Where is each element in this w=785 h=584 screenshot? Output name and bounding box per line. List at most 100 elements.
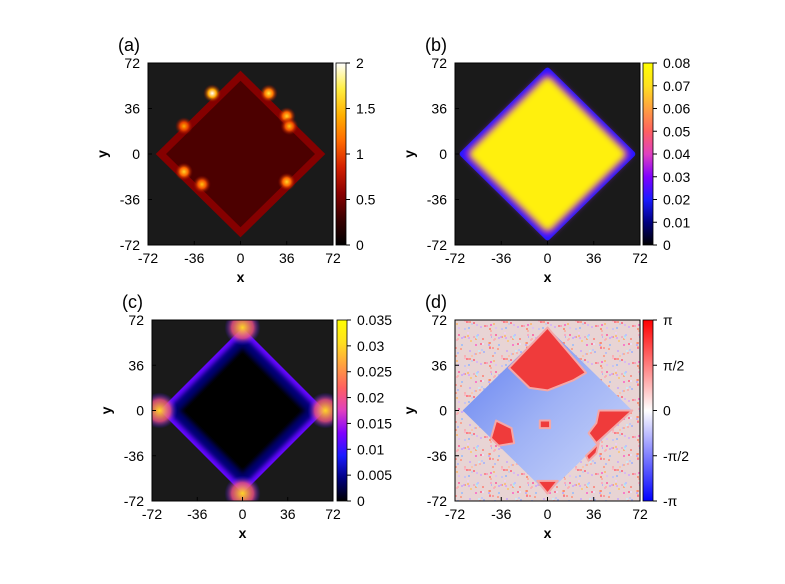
x-tick-label: -36 xyxy=(491,250,511,266)
x-tick-label: -36 xyxy=(491,506,511,522)
colorbar-tick-label: 0 xyxy=(357,493,365,509)
phase-region xyxy=(489,419,516,447)
colorbar-tick-label: 0.015 xyxy=(357,415,392,431)
diamond-interior xyxy=(469,76,626,232)
hotspot xyxy=(203,84,222,103)
panel-c: -72-72 -36 -36 0 0 36 36 72 72 x y (c) 0 0.005 0.01 0.0… xyxy=(98,292,392,541)
hotspot xyxy=(174,162,193,181)
colorbar-tick-label: -π xyxy=(663,493,678,509)
plot-area xyxy=(152,320,333,501)
y-tick-label: 36 xyxy=(128,357,144,373)
y-axis-title: y xyxy=(401,406,417,414)
x-tick-label: -36 xyxy=(187,506,207,522)
colorbar-tick-label: -π/2 xyxy=(663,448,689,464)
corner-glow xyxy=(224,475,261,501)
panel-b: -72-72 -36 -36 0 0 36 36 72 72 x y (b) 0 0.01 0.02 0.03… xyxy=(401,35,690,285)
colorbar xyxy=(642,62,654,246)
colorbar-tick-label: π/2 xyxy=(663,357,685,373)
y-axis-title: y xyxy=(401,150,417,158)
phase-region xyxy=(507,326,588,392)
hotspot xyxy=(174,117,193,136)
x-tick-label: 72 xyxy=(632,250,648,266)
x-tick-label: 0 xyxy=(237,250,245,266)
y-tick-label: -72 xyxy=(124,493,144,509)
y-tick-label: 0 xyxy=(136,403,144,419)
x-axis-title: x xyxy=(544,525,552,541)
colorbar-tick-label: 0.01 xyxy=(357,441,384,457)
y-tick-label: 72 xyxy=(128,312,144,328)
panel-a: -72-72 -36 -36 0 0 36 36 72 72 x y (a) 0 0.5 1 1.5 2 xyxy=(94,35,376,285)
x-tick-label: 72 xyxy=(325,250,341,266)
plot-area xyxy=(455,320,640,501)
panel-label: (a) xyxy=(118,35,140,55)
phase-region xyxy=(538,419,552,430)
hotspot xyxy=(280,117,299,136)
colorbar-tick-label: 2 xyxy=(356,55,364,71)
x-tick-label: 36 xyxy=(586,506,602,522)
colorbar xyxy=(642,319,654,502)
y-axis-title: y xyxy=(94,150,110,158)
colorbar-tick-label: 0 xyxy=(356,237,364,253)
x-tick-label: -72 xyxy=(445,506,465,522)
x-tick-label: 36 xyxy=(280,506,296,522)
y-tick-label: -72 xyxy=(427,493,447,509)
diamond-region xyxy=(462,327,633,494)
y-tick-label: -36 xyxy=(120,192,140,208)
y-tick-label: -36 xyxy=(124,448,144,464)
y-tick-label: 72 xyxy=(431,312,447,328)
colorbar-tick-label: 0.03 xyxy=(663,169,690,185)
colorbar-tick-label: 0.03 xyxy=(357,338,384,354)
phase-region xyxy=(585,442,600,462)
colorbar-tick-label: 1 xyxy=(356,146,364,162)
y-tick-label: 0 xyxy=(439,146,447,162)
y-tick-label: 36 xyxy=(124,101,140,117)
colorbar-tick-label: 0 xyxy=(663,237,671,253)
colorbar-tick-label: 0.035 xyxy=(357,312,392,328)
corner-glow xyxy=(152,392,178,429)
x-tick-label: 72 xyxy=(632,506,648,522)
colorbar-tick-label: 0.005 xyxy=(357,467,392,483)
hotspot xyxy=(259,84,278,103)
y-tick-label: 72 xyxy=(431,55,447,71)
x-tick-label: -72 xyxy=(445,250,465,266)
x-tick-label: 0 xyxy=(544,506,552,522)
colorbar-tick-label: 1.5 xyxy=(356,101,376,117)
colorbar-tick-label: 0.025 xyxy=(357,364,392,380)
colorbar-tick-label: 0.02 xyxy=(663,192,690,208)
panel-label: (c) xyxy=(122,292,143,312)
panel-label: (b) xyxy=(425,35,447,55)
panel-label: (d) xyxy=(425,292,447,312)
plot-area xyxy=(148,63,333,245)
hotspot xyxy=(277,172,296,191)
x-tick-label: -36 xyxy=(184,250,204,266)
colorbar-tick-label: 0.08 xyxy=(663,55,690,71)
x-tick-label: -72 xyxy=(142,506,162,522)
y-tick-label: 0 xyxy=(132,146,140,162)
colorbar-tick-label: 0.04 xyxy=(663,146,690,162)
y-tick-label: 72 xyxy=(124,55,140,71)
y-tick-label: -72 xyxy=(427,237,447,253)
colorbar xyxy=(335,62,347,246)
x-tick-label: 36 xyxy=(586,250,602,266)
colorbar-tick-label: 0.07 xyxy=(663,78,690,94)
colorbar-tick-label: 0 xyxy=(663,403,671,419)
colorbar-tick-label: 0.02 xyxy=(357,390,384,406)
panel-d: -72-72 -36 -36 0 0 36 36 72 72 x y (d) -π -π/2 0 π/2 π xyxy=(401,292,689,541)
plot-area xyxy=(455,63,640,245)
phase-region xyxy=(587,409,634,445)
x-tick-label: 72 xyxy=(325,506,341,522)
colorbar-tick-label: 0.01 xyxy=(663,214,690,230)
x-tick-label: 0 xyxy=(544,250,552,266)
x-axis-title: x xyxy=(239,525,247,541)
y-tick-label: -72 xyxy=(120,237,140,253)
y-tick-label: 0 xyxy=(439,403,447,419)
y-tick-label: -36 xyxy=(427,192,447,208)
corner-glow xyxy=(307,392,333,429)
colorbar xyxy=(336,319,348,502)
x-tick-label: 36 xyxy=(279,250,295,266)
hotspot xyxy=(192,175,211,194)
colorbar-tick-label: 0.5 xyxy=(356,192,376,208)
y-tick-label: 36 xyxy=(431,101,447,117)
colorbar-tick-label: 0.06 xyxy=(663,101,690,117)
